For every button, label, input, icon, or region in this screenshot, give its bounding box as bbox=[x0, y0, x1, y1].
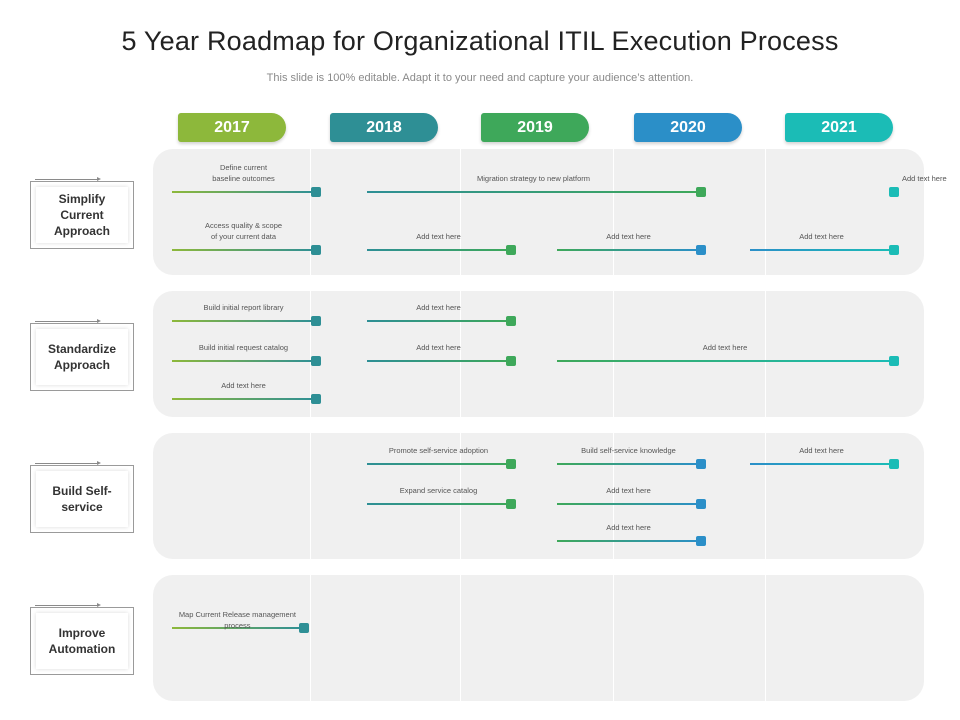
roadmap-bar-label: Add text here bbox=[221, 381, 266, 390]
roadmap-bar-label: Expand service catalog bbox=[399, 486, 478, 495]
roadmap-bar-label: Add text here bbox=[416, 303, 461, 312]
year-pill-2019: 2019 bbox=[481, 113, 589, 142]
year-pill-2021: 2021 bbox=[785, 113, 893, 142]
roadmap-bar-label: Access quality & scope of your current d… bbox=[204, 221, 283, 241]
row-panel-standardize bbox=[153, 291, 924, 417]
roadmap-bar-label: Add text here bbox=[606, 523, 651, 532]
roadmap-bar-line bbox=[557, 249, 700, 251]
milestone-marker bbox=[311, 245, 321, 255]
roadmap-bar-line bbox=[367, 463, 510, 465]
roadmap-bar-label: Build initial report library bbox=[203, 303, 284, 312]
roadmap-bar-line bbox=[172, 627, 303, 629]
row-panel-simplify bbox=[153, 149, 924, 275]
row-panel-automation bbox=[153, 575, 924, 701]
slide-title: 5 Year Roadmap for Organizational ITIL E… bbox=[121, 26, 839, 56]
roadmap-bar-label: Build self-service knowledge bbox=[581, 446, 676, 455]
roadmap-bar-line bbox=[367, 191, 700, 193]
roadmap-bar-label: Build initial request catalog bbox=[198, 343, 289, 352]
milestone-marker bbox=[506, 356, 516, 366]
roadmap-bar-line bbox=[172, 191, 315, 193]
milestone-marker bbox=[311, 356, 321, 366]
roadmap-bar-label: Add text here bbox=[902, 174, 947, 183]
row-label-simplify: Simplify Current Approach bbox=[30, 177, 134, 249]
arrow-icon bbox=[35, 461, 101, 466]
row-label-automation: Improve Automation bbox=[30, 603, 134, 675]
roadmap-bar-line bbox=[557, 360, 893, 362]
roadmap-bar-label: Add text here bbox=[799, 232, 844, 241]
arrow-icon bbox=[35, 319, 101, 324]
slide-subtitle: This slide is 100% editable. Adapt it to… bbox=[266, 72, 694, 84]
milestone-marker bbox=[889, 187, 899, 197]
roadmap-bar-line bbox=[557, 463, 700, 465]
milestone-marker bbox=[889, 459, 899, 469]
arrow-icon bbox=[35, 603, 101, 608]
milestone-marker bbox=[506, 245, 516, 255]
milestone-marker bbox=[696, 459, 706, 469]
arrow-icon bbox=[35, 177, 101, 182]
row-panel-self-service bbox=[153, 433, 924, 559]
roadmap-bar-line bbox=[367, 503, 510, 505]
year-pill-2018: 2018 bbox=[330, 113, 438, 142]
roadmap-bar-label: Add text here bbox=[606, 232, 651, 241]
roadmap-bar-line bbox=[557, 540, 700, 542]
milestone-marker bbox=[298, 623, 309, 633]
milestone-marker bbox=[311, 316, 321, 326]
roadmap-bar-line bbox=[367, 320, 510, 322]
roadmap-bar-label: Add text here bbox=[799, 446, 844, 455]
roadmap-bar-line bbox=[750, 463, 893, 465]
roadmap-bar-label: Define current baseline outcomes bbox=[212, 163, 275, 183]
milestone-marker bbox=[696, 499, 706, 509]
year-pill-2017: 2017 bbox=[178, 113, 286, 142]
milestone-marker bbox=[311, 187, 321, 197]
milestone-marker bbox=[696, 245, 706, 255]
roadmap-bar-line bbox=[367, 360, 510, 362]
milestone-marker bbox=[506, 459, 516, 469]
roadmap-bar-label: Add text here bbox=[416, 343, 461, 352]
milestone-marker bbox=[696, 536, 706, 546]
roadmap-bar-label: Migration strategy to new platform bbox=[477, 174, 590, 183]
milestone-marker bbox=[506, 499, 516, 509]
roadmap-bar-line bbox=[750, 249, 893, 251]
roadmap-bar-label: Map Current Release management process bbox=[178, 610, 296, 630]
roadmap-bar-label: Add text here bbox=[606, 486, 651, 495]
roadmap-bar-label: Add text here bbox=[702, 343, 748, 352]
milestone-marker bbox=[506, 316, 516, 326]
milestone-marker bbox=[696, 187, 706, 197]
roadmap-bar-line bbox=[172, 320, 315, 322]
roadmap-bar-label: Promote self-service adoption bbox=[388, 446, 489, 455]
row-label-self-service: Build Self- service bbox=[30, 461, 134, 533]
roadmap-bar-label: Add text here bbox=[416, 232, 461, 241]
milestone-marker bbox=[889, 245, 899, 255]
year-pill-2020: 2020 bbox=[634, 113, 742, 142]
roadmap-bar-line bbox=[172, 360, 315, 362]
roadmap-bar-line bbox=[172, 249, 315, 251]
milestone-marker bbox=[889, 356, 899, 366]
milestone-marker bbox=[311, 394, 321, 404]
roadmap-bar-line bbox=[172, 398, 315, 400]
roadmap-bar-line bbox=[557, 503, 700, 505]
row-label-standardize: Standardize Approach bbox=[30, 319, 134, 391]
roadmap-bar-line bbox=[367, 249, 510, 251]
